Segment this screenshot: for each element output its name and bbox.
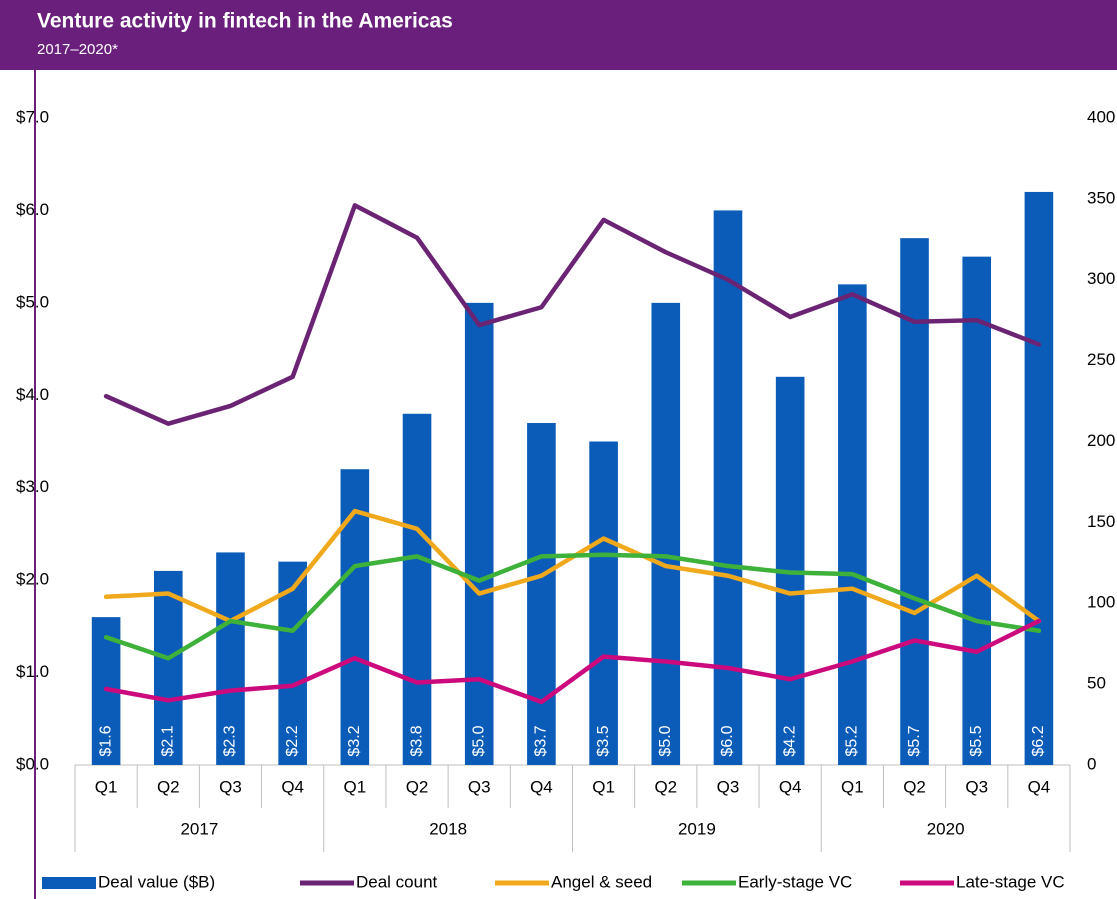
x-tick-label: Q3	[965, 777, 988, 796]
bar-value-label: $5.0	[470, 725, 487, 756]
bar-value-label: $1.6	[97, 725, 114, 756]
x-tick-label: Q1	[344, 777, 367, 796]
bar	[527, 423, 556, 765]
x-tick-label: Q1	[841, 777, 864, 796]
legend-label: Late-stage VC	[956, 872, 1065, 891]
chart-subtitle: 2017–2020*	[37, 41, 118, 58]
x-tick-label: Q3	[468, 777, 491, 796]
bar	[900, 238, 929, 765]
x-tick-label: Q4	[779, 777, 802, 796]
bar	[713, 210, 743, 765]
x-tick-label: Q2	[654, 777, 677, 796]
line-series	[103, 552, 1042, 661]
bar	[651, 302, 681, 765]
bar-value-label: $3.7	[533, 725, 550, 756]
header-band	[0, 0, 1117, 70]
x-tick-label: Q2	[903, 777, 926, 796]
bar	[589, 441, 618, 765]
y-tick-label: $4.0	[16, 385, 49, 404]
legend-label: Deal count	[356, 872, 438, 891]
bar-value-label: $5.7	[906, 725, 923, 756]
y-tick-label: $2.0	[16, 570, 49, 589]
line-series	[103, 618, 1042, 705]
x-tick-label: Q1	[95, 777, 118, 796]
y-tick-label: $1.0	[16, 662, 49, 681]
bar-value-label: $3.5	[595, 725, 612, 756]
x-group-label: 2017	[180, 819, 218, 838]
x-tick-label: Q1	[592, 777, 615, 796]
bar	[216, 552, 245, 765]
bar-value-label: $4.2	[781, 725, 798, 756]
legend-label: Early-stage VC	[738, 872, 852, 891]
y2-tick-label: 250	[1087, 350, 1115, 369]
x-tick-label: Q2	[157, 777, 180, 796]
bar-value-label: $2.2	[284, 725, 301, 756]
bar-value-label: $3.2	[346, 725, 363, 756]
bar-value-label: $3.8	[408, 725, 425, 756]
y2-tick-label: 50	[1087, 674, 1106, 693]
y-tick-label: $5.0	[16, 292, 49, 311]
x-tick-label: Q3	[717, 777, 740, 796]
y2-tick-label: 300	[1087, 269, 1115, 288]
bar-value-label: $5.0	[657, 725, 674, 756]
bar	[838, 284, 867, 765]
x-tick-label: Q4	[281, 777, 304, 796]
legend-label: Angel & seed	[551, 872, 652, 891]
bar-value-label: $5.5	[968, 725, 985, 756]
legend-label: Deal value ($B)	[98, 872, 215, 891]
y2-tick-label: 0	[1087, 754, 1096, 773]
x-group-label: 2018	[429, 819, 467, 838]
bar	[1024, 191, 1054, 765]
bar	[464, 302, 494, 765]
x-tick-label: Q4	[1028, 777, 1051, 796]
y2-tick-label: 200	[1087, 431, 1115, 450]
x-tick-label: Q3	[219, 777, 242, 796]
y-tick-label: $0.0	[16, 754, 49, 773]
chart-title: Venture activity in fintech in the Ameri…	[37, 10, 453, 33]
y2-tick-label: 350	[1087, 188, 1115, 207]
y-tick-label: $7.0	[16, 107, 49, 126]
y-tick-label: $6.0	[16, 200, 49, 219]
x-tick-label: Q2	[406, 777, 429, 796]
bar-value-label: $2.1	[160, 725, 177, 756]
x-group-label: 2020	[927, 819, 965, 838]
bar	[962, 256, 992, 765]
bar-value-label: $5.2	[844, 725, 861, 756]
bar	[340, 469, 370, 765]
legend-swatch	[42, 877, 96, 889]
bar-value-label: $6.2	[1030, 725, 1047, 756]
y2-tick-label: 400	[1087, 107, 1115, 126]
line-series	[103, 508, 1042, 624]
bar-value-label: $2.3	[222, 725, 239, 756]
y2-tick-label: 150	[1087, 512, 1115, 531]
bar	[153, 570, 183, 765]
y2-tick-label: 100	[1087, 593, 1115, 612]
bar-value-label: $6.0	[719, 725, 736, 756]
line-series	[103, 203, 1042, 426]
y-tick-label: $3.0	[16, 477, 49, 496]
x-group-label: 2019	[678, 819, 716, 838]
x-tick-label: Q4	[530, 777, 553, 796]
bar	[402, 413, 432, 765]
